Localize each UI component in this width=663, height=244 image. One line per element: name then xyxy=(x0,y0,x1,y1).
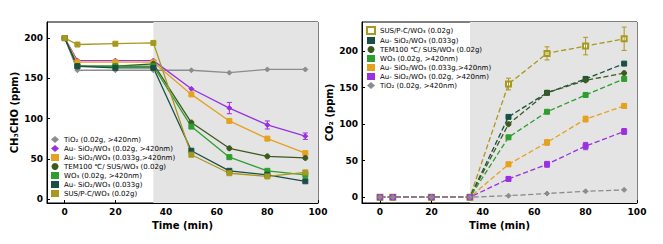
svg-text:50: 50 xyxy=(30,154,43,164)
svg-text:60: 60 xyxy=(210,207,223,217)
svg-text:SUS/P-C/WO₃ (0.02g): SUS/P-C/WO₃ (0.02g) xyxy=(64,190,137,198)
svg-text:0: 0 xyxy=(352,192,358,202)
svg-text:200: 200 xyxy=(24,33,43,43)
svg-text:Au- SiO₂/WO₃ (0.033g,>420nm): Au- SiO₂/WO₃ (0.033g,>420nm) xyxy=(380,64,491,72)
svg-text:CO₂ (ppm): CO₂ (ppm) xyxy=(324,84,335,142)
svg-text:WO₃ (0.02g, >420nm): WO₃ (0.02g, >420nm) xyxy=(64,172,142,180)
svg-text:80: 80 xyxy=(261,207,274,217)
svg-text:0: 0 xyxy=(62,207,68,217)
svg-text:100: 100 xyxy=(24,114,43,124)
svg-text:TiO₂ (0.02g, >420nm): TiO₂ (0.02g, >420nm) xyxy=(379,82,457,90)
svg-text:Time (min): Time (min) xyxy=(469,220,530,231)
svg-text:TEM100 ℃/ SUS/WO₃ (0.02g): TEM100 ℃/ SUS/WO₃ (0.02g) xyxy=(379,46,482,54)
svg-text:Au- SiO₂/WO₃ (0.033g): Au- SiO₂/WO₃ (0.033g) xyxy=(380,37,459,45)
svg-text:Time (min): Time (min) xyxy=(152,220,213,231)
svg-text:100: 100 xyxy=(309,207,328,217)
svg-text:TiO₂ (0.02g, >420nm): TiO₂ (0.02g, >420nm) xyxy=(63,136,141,144)
svg-text:CH₃CHO (ppm): CH₃CHO (ppm) xyxy=(9,72,20,154)
svg-text:150: 150 xyxy=(24,73,43,83)
svg-text:200: 200 xyxy=(339,46,358,56)
svg-text:0: 0 xyxy=(377,207,383,217)
svg-text:Au- SiO₂/WO₃ (0.02g, >420nm): Au- SiO₂/WO₃ (0.02g, >420nm) xyxy=(380,73,489,81)
svg-text:Au- SiO₂/WO₃ (0.02g, >420nm): Au- SiO₂/WO₃ (0.02g, >420nm) xyxy=(64,145,173,153)
svg-text:20: 20 xyxy=(425,207,438,217)
svg-text:40: 40 xyxy=(160,207,173,217)
svg-text:Au- SiO₂/WO₃ (0.033g): Au- SiO₂/WO₃ (0.033g) xyxy=(64,181,143,189)
svg-text:100: 100 xyxy=(339,119,358,129)
svg-text:60: 60 xyxy=(528,207,541,217)
svg-text:100: 100 xyxy=(628,207,647,217)
svg-text:40: 40 xyxy=(477,207,490,217)
svg-text:SUS/P-C/WO₃ (0.02g): SUS/P-C/WO₃ (0.02g) xyxy=(380,27,453,35)
svg-text:50: 50 xyxy=(345,156,358,166)
svg-text:Au- SiO₂/WO₃ (0.033g,>420nm): Au- SiO₂/WO₃ (0.033g,>420nm) xyxy=(64,154,175,162)
svg-text:WO₃ (0.02g, >420nm): WO₃ (0.02g, >420nm) xyxy=(380,55,458,63)
svg-text:TEM100 ℃/ SUS/WO₃ (0.02g): TEM100 ℃/ SUS/WO₃ (0.02g) xyxy=(63,163,166,171)
svg-text:20: 20 xyxy=(109,207,122,217)
svg-text:150: 150 xyxy=(339,83,358,93)
svg-text:0: 0 xyxy=(37,194,43,204)
svg-text:80: 80 xyxy=(579,207,592,217)
